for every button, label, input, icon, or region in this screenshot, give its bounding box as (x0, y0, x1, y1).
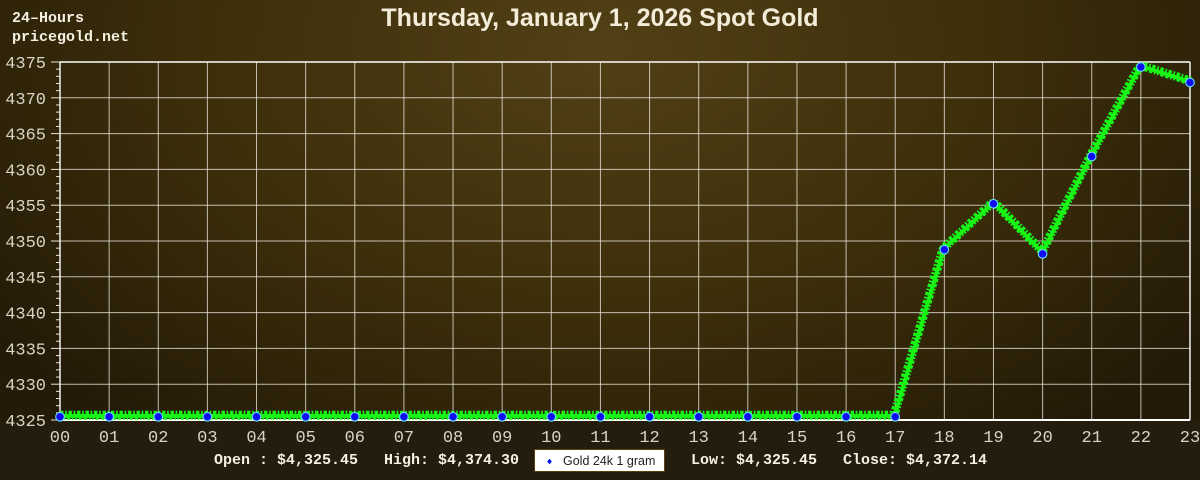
svg-text:4350: 4350 (5, 234, 46, 253)
svg-text:4330: 4330 (5, 377, 46, 396)
svg-text:02: 02 (148, 429, 168, 448)
svg-text:22: 22 (1131, 429, 1151, 448)
svg-text:4340: 4340 (5, 306, 46, 325)
svg-text:18: 18 (934, 429, 954, 448)
svg-text:23: 23 (1180, 429, 1200, 448)
svg-text:12: 12 (639, 429, 659, 448)
svg-text:10: 10 (541, 429, 561, 448)
svg-text:04: 04 (246, 429, 266, 448)
svg-text:13: 13 (688, 429, 708, 448)
svg-text:4360: 4360 (5, 162, 46, 181)
svg-text:01: 01 (99, 429, 119, 448)
svg-text:08: 08 (443, 429, 463, 448)
svg-text:4325: 4325 (5, 413, 46, 432)
svg-text:11: 11 (590, 429, 610, 448)
svg-text:4370: 4370 (5, 91, 46, 110)
svg-text:00: 00 (50, 429, 70, 448)
svg-text:17: 17 (885, 429, 905, 448)
svg-text:09: 09 (492, 429, 512, 448)
svg-text:15: 15 (787, 429, 807, 448)
svg-text:07: 07 (394, 429, 414, 448)
svg-text:14: 14 (738, 429, 758, 448)
svg-text:4335: 4335 (5, 341, 46, 360)
svg-text:16: 16 (836, 429, 856, 448)
svg-text:4345: 4345 (5, 270, 46, 289)
svg-text:4355: 4355 (5, 198, 46, 217)
svg-text:06: 06 (345, 429, 365, 448)
svg-text:03: 03 (197, 429, 217, 448)
svg-text:20: 20 (1032, 429, 1052, 448)
svg-text:21: 21 (1082, 429, 1102, 448)
svg-text:19: 19 (983, 429, 1003, 448)
svg-text:4375: 4375 (5, 55, 46, 74)
svg-text:4365: 4365 (5, 127, 46, 146)
svg-text:05: 05 (295, 429, 315, 448)
